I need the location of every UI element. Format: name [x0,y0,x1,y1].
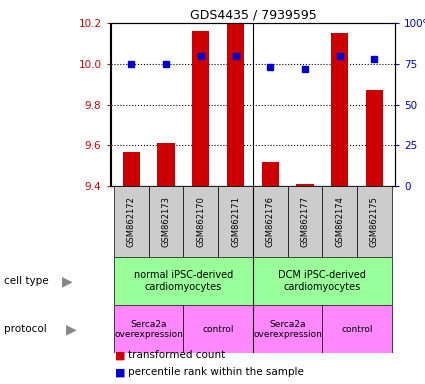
Text: GSM862173: GSM862173 [162,196,170,247]
Bar [253,257,392,305]
Text: GSM862171: GSM862171 [231,196,240,247]
Text: control: control [341,325,373,334]
Bar [227,0,244,186]
Bar [149,186,184,257]
Text: transformed count: transformed count [128,350,225,360]
Title: GDS4435 / 7939595: GDS4435 / 7939595 [190,9,316,22]
Text: Serca2a
overexpression: Serca2a overexpression [253,319,322,339]
Bar [261,162,279,186]
Bar [184,186,218,257]
Bar [114,257,253,305]
Text: ■: ■ [115,367,125,377]
Bar [123,152,140,186]
Bar [322,186,357,257]
Text: percentile rank within the sample: percentile rank within the sample [128,367,303,377]
Bar [192,31,210,186]
Text: control: control [202,325,234,334]
Text: GSM862174: GSM862174 [335,196,344,247]
Text: GSM862177: GSM862177 [300,196,309,247]
Text: ▶: ▶ [66,322,76,336]
Bar [114,305,184,353]
Text: Serca2a
overexpression: Serca2a overexpression [114,319,183,339]
Bar [322,305,392,353]
Text: protocol: protocol [4,324,47,334]
Bar [184,305,253,353]
Bar [331,33,348,186]
Text: cell type: cell type [4,276,49,286]
Text: ■: ■ [115,350,125,360]
Text: GSM862176: GSM862176 [266,196,275,247]
Text: GSM862175: GSM862175 [370,196,379,247]
Bar [253,305,322,353]
Text: GSM862172: GSM862172 [127,196,136,247]
Text: ▶: ▶ [62,274,72,288]
Text: normal iPSC-derived
cardiomyocytes: normal iPSC-derived cardiomyocytes [134,270,233,292]
Text: GSM862170: GSM862170 [196,196,205,247]
Bar [253,186,288,257]
Bar [288,186,322,257]
Text: DCM iPSC-derived
cardiomyocytes: DCM iPSC-derived cardiomyocytes [278,270,366,292]
Bar [296,184,314,186]
Bar [114,186,149,257]
Bar [357,186,392,257]
Bar [366,90,383,186]
Bar [157,143,175,186]
Bar [218,186,253,257]
